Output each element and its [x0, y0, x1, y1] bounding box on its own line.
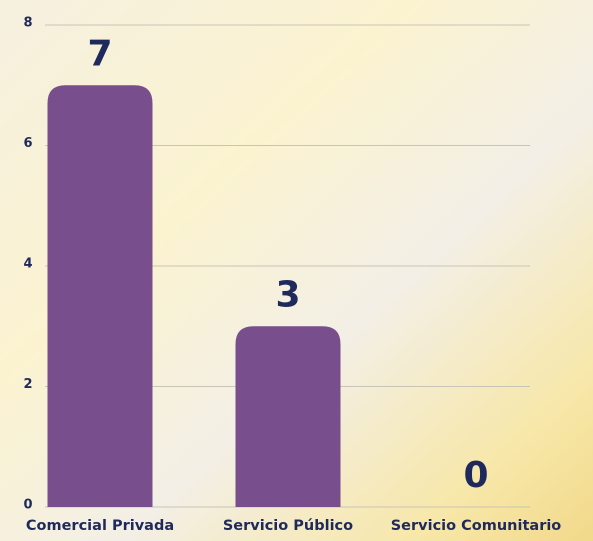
x-tick-label: Servicio Comunitario	[391, 518, 562, 534]
bar	[235, 326, 341, 507]
data-label: 7	[87, 33, 112, 74]
x-tick-label: Comercial Privada	[26, 518, 174, 534]
data-label: 0	[463, 455, 488, 496]
y-tick-label: 8	[23, 16, 32, 31]
y-tick-label: 6	[23, 136, 32, 151]
x-tick-label: Servicio Público	[223, 518, 353, 534]
y-tick-label: 2	[23, 377, 32, 392]
data-label: 3	[275, 274, 300, 315]
y-tick-label: 4	[23, 257, 32, 272]
bar	[47, 85, 153, 507]
y-tick-label: 0	[23, 498, 32, 513]
